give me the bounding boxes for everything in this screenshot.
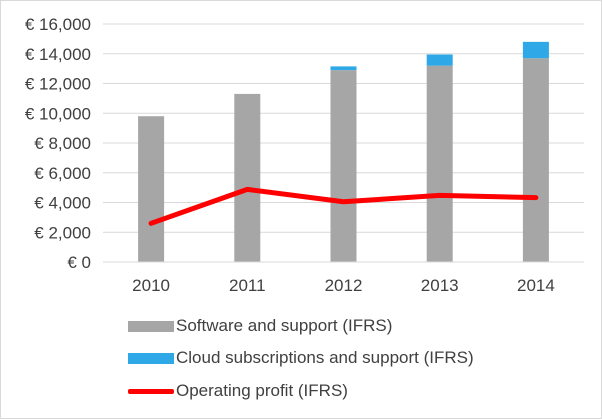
legend-item-cloud: Cloud subscriptions and support (IFRS)	[128, 348, 474, 368]
y-tick-label: € 16,000	[25, 15, 91, 34]
x-tick-label: 2013	[421, 276, 459, 295]
legend-swatch-operating-profit	[128, 388, 174, 394]
x-tick-label: 2011	[229, 276, 266, 295]
y-tick-label: € 6,000	[34, 164, 91, 183]
y-tick-label: € 2,000	[34, 223, 91, 242]
bar-software	[522, 58, 549, 263]
y-tick-label: € 8,000	[34, 134, 91, 153]
bar-cloud	[330, 66, 357, 71]
bar-software	[330, 70, 357, 262]
y-tick-label: € 10,000	[25, 104, 91, 123]
y-tick-label: € 0	[67, 253, 91, 272]
bar-software	[138, 116, 165, 262]
legend-item-operating-profit: Operating profit (IFRS)	[128, 381, 348, 401]
legend-swatch-cloud	[128, 352, 174, 364]
legend-label-cloud: Cloud subscriptions and support (IFRS)	[176, 348, 474, 367]
y-tick-label: € 4,000	[34, 194, 91, 213]
chart-plot: € 0 € 2,000 € 4,000 € 6,000 € 8,000 € 10,000 €…	[25, 15, 584, 295]
bar-software	[234, 93, 261, 262]
legend-item-software: Software and support (IFRS)	[128, 316, 392, 336]
legend-label-operating-profit: Operating profit (IFRS)	[176, 381, 348, 400]
y-tick-label: € 14,000	[25, 45, 91, 64]
y-tick-label: € 12,000	[25, 75, 91, 94]
bar-cloud	[522, 41, 549, 59]
x-tick-label: 2012	[325, 276, 363, 295]
bar-cloud	[426, 54, 453, 66]
legend-label-software: Software and support (IFRS)	[176, 316, 393, 335]
legend-swatch-software	[128, 320, 174, 332]
bar-software	[426, 65, 453, 263]
x-tick-label: 2014	[517, 276, 555, 295]
x-tick-label: 2010	[132, 276, 170, 295]
